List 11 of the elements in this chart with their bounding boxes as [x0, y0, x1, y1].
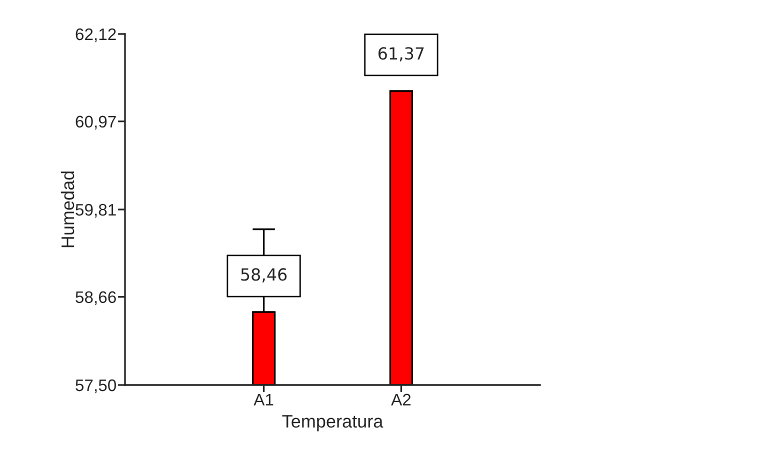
x-tick-label: A1	[254, 394, 274, 406]
x-axis-title: Temperatura	[282, 415, 384, 432]
y-tick-label: 59,81	[76, 204, 116, 218]
y-tick-label: 62,12	[76, 28, 116, 42]
y-tick-label: 60,97	[76, 116, 116, 130]
x-tick-label: A2	[391, 394, 411, 406]
data-label: 61,37	[378, 47, 424, 62]
y-tick-label: 57,50	[76, 379, 116, 394]
y-axis-title: Humedad	[60, 172, 74, 248]
data-label: 58,46	[241, 268, 287, 282]
y-tick-label: 58,66	[76, 291, 116, 306]
